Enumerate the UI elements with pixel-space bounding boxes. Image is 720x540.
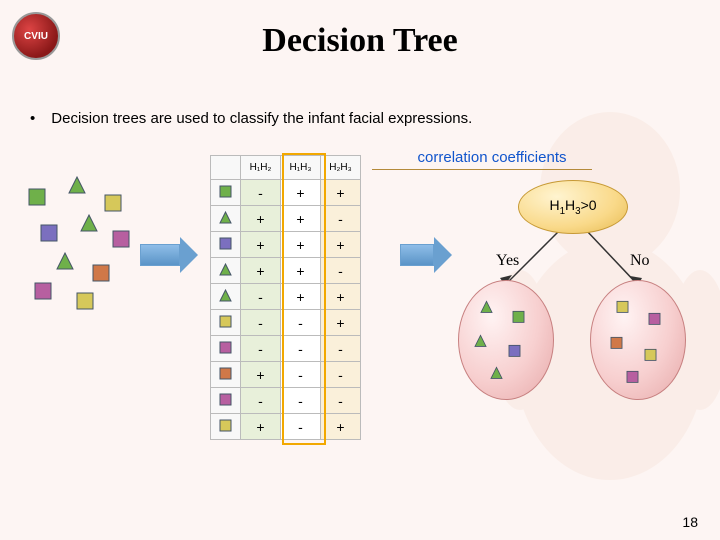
shape-sq (512, 311, 525, 328)
table-row: -++ (211, 284, 361, 310)
table-row: --+ (211, 310, 361, 336)
shape-sq (626, 371, 639, 388)
shape-sq (28, 188, 46, 211)
table-cell: - (281, 362, 321, 388)
correlation-label: correlation coefficients (392, 149, 592, 170)
table-row: --- (211, 336, 361, 362)
table-cell: + (241, 258, 281, 284)
row-icon (211, 310, 241, 336)
arrow-to-table (140, 237, 198, 273)
tree-root-node: H1H3>0 (518, 180, 628, 234)
table-cell: - (241, 388, 281, 414)
table-cell: - (281, 414, 321, 440)
tree-yes-node (458, 280, 554, 400)
table-cell: - (241, 336, 281, 362)
bullet-dot: • (30, 110, 35, 127)
table-cell: + (281, 180, 321, 206)
row-icon (211, 336, 241, 362)
shape-sq (34, 282, 52, 305)
row-icon (211, 180, 241, 206)
table-cell: + (281, 284, 321, 310)
decision-tree: H1H3>0 Yes No (460, 180, 690, 440)
shape-sq (644, 349, 657, 366)
row-icon (211, 232, 241, 258)
table-cell: + (241, 206, 281, 232)
table-row: +-+ (211, 414, 361, 440)
table-row: -++ (211, 180, 361, 206)
table-cell: + (321, 414, 361, 440)
shapes-cluster-main (20, 170, 135, 325)
table-cell: + (321, 284, 361, 310)
logo-text: CVIU (24, 31, 48, 42)
table-cell: + (321, 180, 361, 206)
correlation-table: H₁H₂H₁H₃H₂H₃-++++-+++++--++--+---+-----+… (210, 155, 361, 440)
table-cell: + (321, 232, 361, 258)
row-icon (211, 258, 241, 284)
slide-number: 18 (682, 514, 698, 530)
table-cell: + (241, 232, 281, 258)
table-cell: + (241, 414, 281, 440)
logo-badge: CVIU (12, 12, 60, 60)
shape-sq (112, 230, 130, 253)
row-icon (211, 284, 241, 310)
table-row: ++- (211, 258, 361, 284)
shape-tri (490, 367, 503, 384)
table-cell: + (281, 232, 321, 258)
table-row: --- (211, 388, 361, 414)
table-cell: - (241, 310, 281, 336)
row-icon (211, 388, 241, 414)
table-cell: - (281, 310, 321, 336)
shape-sq (104, 194, 122, 217)
table-cell: - (321, 258, 361, 284)
tree-no-node (590, 280, 686, 400)
row-icon (211, 362, 241, 388)
arrow-to-tree (400, 237, 452, 273)
shape-tri (80, 214, 98, 237)
shape-sq (648, 313, 661, 330)
table-cell: - (321, 362, 361, 388)
shape-tri (56, 252, 74, 275)
table-cell: + (321, 310, 361, 336)
row-icon (211, 206, 241, 232)
table-cell: - (241, 284, 281, 310)
shape-sq (92, 264, 110, 287)
shape-tri (480, 301, 493, 318)
table-cell: + (281, 258, 321, 284)
table-cell: - (321, 206, 361, 232)
shape-tri (474, 335, 487, 352)
row-icon (211, 414, 241, 440)
root-label: H1H3>0 (549, 197, 596, 217)
table-cell: + (281, 206, 321, 232)
table-header-2: H₂H₃ (321, 156, 361, 180)
table-header-1: H₁H₃ (281, 156, 321, 180)
table-row: +++ (211, 232, 361, 258)
table-cell: + (241, 362, 281, 388)
shape-tri (68, 176, 86, 199)
shape-sq (610, 337, 623, 354)
shape-sq (508, 345, 521, 362)
table-corner (211, 156, 241, 180)
shape-sq (616, 301, 629, 318)
table-cell: - (281, 388, 321, 414)
shape-sq (76, 292, 94, 315)
table-cell: - (281, 336, 321, 362)
shape-sq (40, 224, 58, 247)
table-cell: - (321, 336, 361, 362)
table-cell: - (241, 180, 281, 206)
bullet-text: •Decision trees are used to classify the… (30, 110, 472, 127)
table-cell: - (321, 388, 361, 414)
yes-label: Yes (496, 252, 519, 270)
slide-title: Decision Tree (0, 0, 720, 60)
no-label: No (630, 252, 650, 270)
table-row: +-- (211, 362, 361, 388)
table-header-0: H₁H₂ (241, 156, 281, 180)
table-row: ++- (211, 206, 361, 232)
correlation-connector (372, 169, 394, 170)
